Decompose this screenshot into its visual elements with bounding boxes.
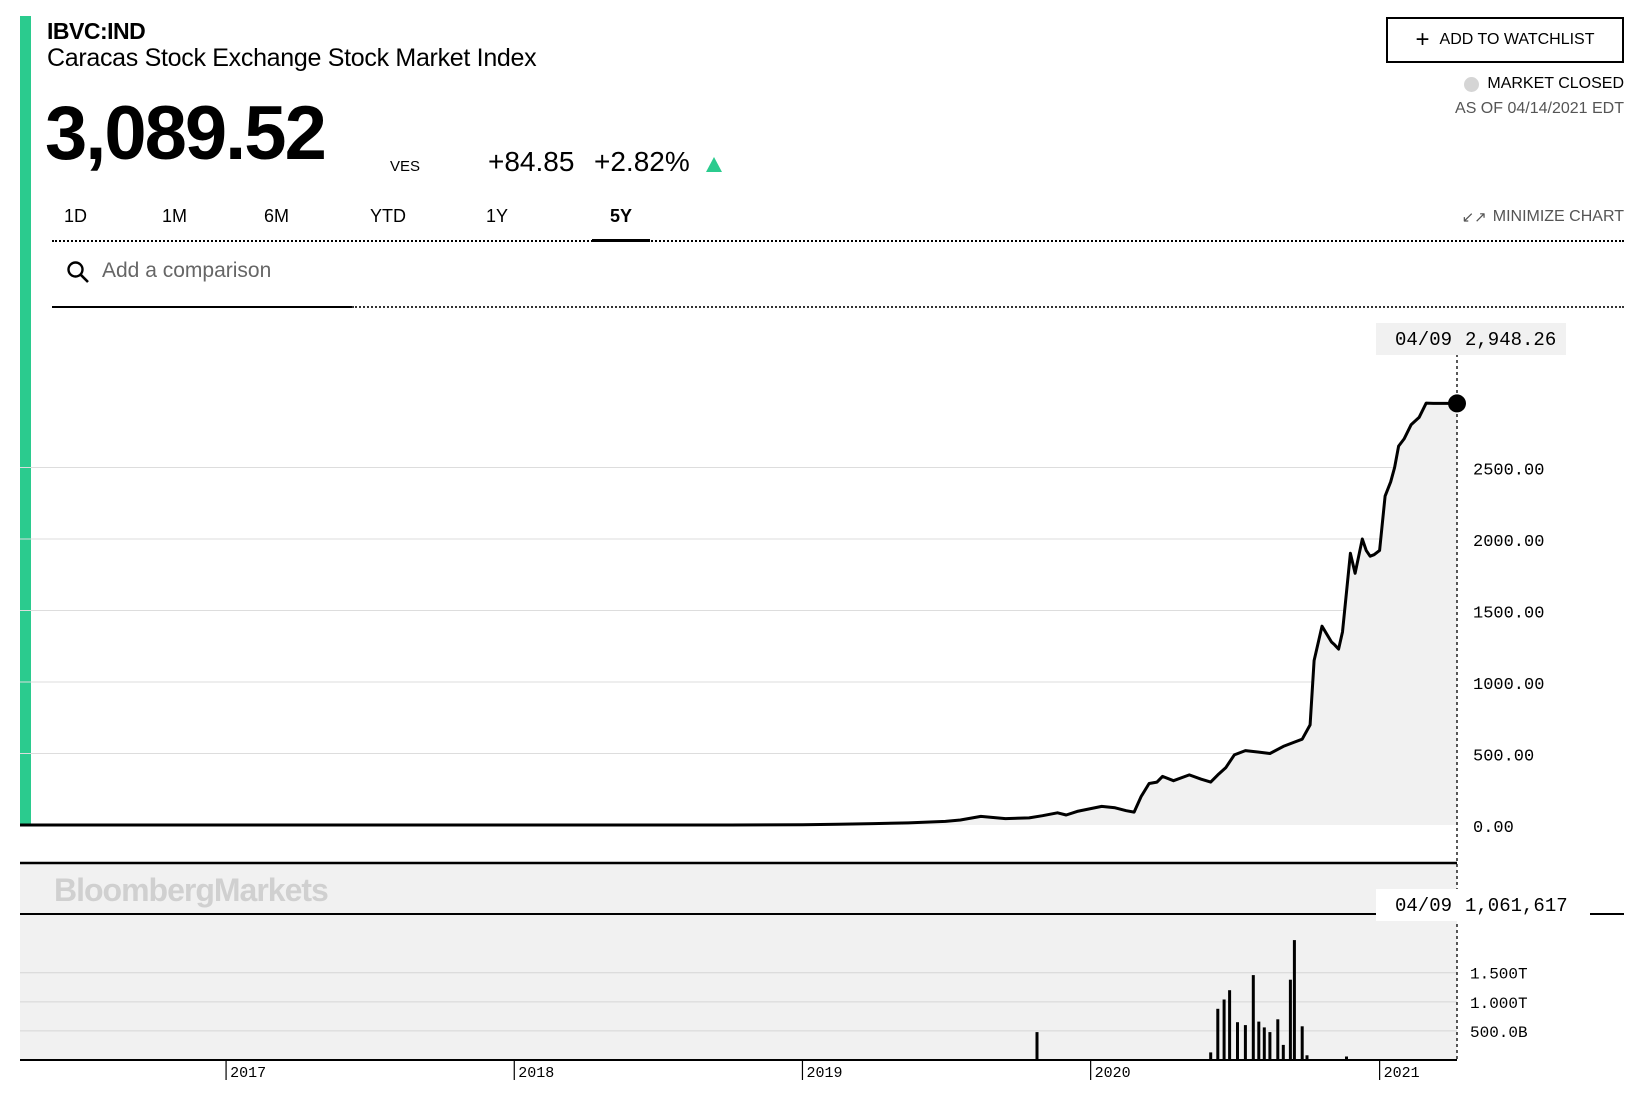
price-line [20, 401, 1457, 827]
status-dot-icon [1464, 76, 1480, 92]
volume-bar [1236, 1022, 1239, 1060]
price-tick-label: 0.00 [1473, 819, 1514, 838]
hover-volume-box [1376, 889, 1590, 921]
x-tick-label: 2021 [1384, 1065, 1420, 1082]
watermark: BloombergMarkets [54, 872, 328, 908]
minimize-chart-button[interactable]: ↙↗ MINIMIZE CHART [1462, 208, 1624, 226]
index-name: Caracas Stock Exchange Stock Market Inde… [47, 44, 537, 72]
volume-bar [1228, 990, 1232, 1060]
volume-bar [1035, 1032, 1039, 1060]
as-of-timestamp: AS OF 04/14/2021 EDT [1455, 100, 1624, 117]
plus-icon: + [1415, 26, 1430, 53]
volume-tick-label: 500.0B [1470, 1024, 1528, 1042]
price-change-percent: +2.82% [594, 146, 690, 177]
hover-price: 2,948.26 [1465, 329, 1556, 351]
volume-bar [1243, 1025, 1247, 1060]
market-status: MARKET CLOSED [1464, 75, 1624, 93]
volume-bar [1276, 1019, 1280, 1060]
volume-bar [1305, 1055, 1309, 1060]
minimize-icon: ↙↗ [1461, 209, 1487, 226]
volume-bar [1345, 1056, 1348, 1060]
comparison-search [52, 246, 352, 308]
x-tick-label: 2017 [230, 1065, 266, 1082]
tab-ytd[interactable]: YTD [370, 206, 406, 226]
volume-bar [1251, 975, 1255, 1060]
tab-1d[interactable]: 1D [64, 206, 88, 226]
volume-bar [1288, 979, 1292, 1060]
x-tick-label: 2019 [806, 1065, 842, 1082]
price-change: +84.85 [488, 146, 575, 177]
hover-date: 04/09 [1395, 329, 1452, 351]
volume-bar [1222, 999, 1226, 1060]
tab-1y[interactable]: 1Y [486, 206, 509, 226]
volume-bar [1300, 1026, 1304, 1060]
volume-tick-label: 1.000T [1470, 995, 1528, 1013]
volume-bar [1209, 1052, 1213, 1060]
price-volume-chart: BloombergMarkets 2500.00 2000.00 1500.00 10… [20, 323, 1624, 1082]
ticker-symbol: IBVC:IND [47, 18, 146, 44]
x-tick-label: 2020 [1095, 1065, 1131, 1082]
price-tick-label: 500.00 [1473, 748, 1534, 767]
search-divider [352, 306, 1624, 308]
tab-6m[interactable]: 6M [264, 206, 290, 226]
hover-volume: 1,061,617 [1465, 895, 1568, 917]
currency-label: VES [390, 158, 421, 175]
volume-bar [1216, 1008, 1220, 1060]
hover-volume-date: 04/09 [1395, 895, 1452, 917]
price-tick-label: 1500.00 [1473, 605, 1544, 624]
volume-bar [1292, 940, 1296, 1060]
price-tick-label: 2000.00 [1473, 533, 1544, 552]
hover-price-box [1376, 323, 1566, 355]
market-status-label: MARKET CLOSED [1487, 75, 1624, 92]
volume-bar [1268, 1032, 1272, 1060]
volume-bar [1281, 1044, 1285, 1060]
tab-5y[interactable]: 5Y [592, 206, 650, 242]
price-tick-label: 2500.00 [1473, 462, 1544, 481]
comparison-search-input[interactable] [100, 258, 344, 284]
tab-1m[interactable]: 1M [162, 206, 188, 226]
hover-point [1448, 394, 1466, 413]
price-area-fill [20, 403, 1457, 825]
add-to-watchlist-label: ADD TO WATCHLIST [1439, 31, 1595, 48]
volume-panel [20, 915, 1457, 1060]
baseline-fill [20, 863, 1457, 913]
volume-bar [1257, 1021, 1261, 1060]
last-price: 3,089.52 [45, 91, 327, 176]
x-tick-label: 2018 [518, 1065, 554, 1082]
add-to-watchlist-button[interactable]: + ADD TO WATCHLIST [1386, 17, 1624, 63]
search-icon [67, 261, 89, 283]
up-arrow-icon [706, 157, 722, 172]
volume-tick-label: 1.500T [1470, 966, 1528, 984]
range-tabs: 1D 1M 6M YTD 1Y 5Y [52, 196, 1624, 242]
accent-bar [20, 16, 31, 826]
minimize-chart-label: MINIMIZE CHART [1492, 208, 1624, 225]
volume-bar [1262, 1027, 1266, 1060]
price-tick-label: 1000.00 [1473, 676, 1544, 695]
